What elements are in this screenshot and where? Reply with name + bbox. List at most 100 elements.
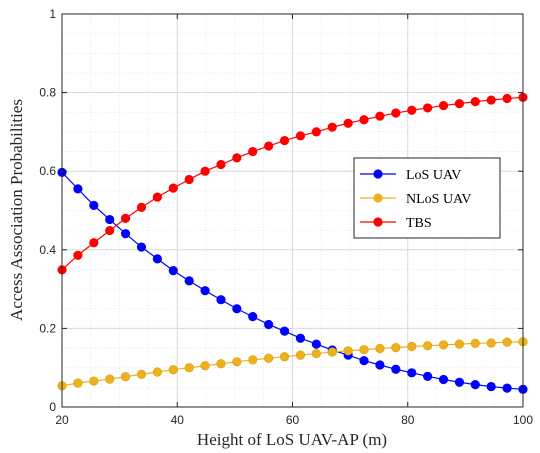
data-point-nlos-uav xyxy=(343,346,353,356)
data-point-nlos-uav xyxy=(89,376,99,386)
legend-swatch-marker xyxy=(373,217,383,227)
series-tbs xyxy=(57,92,528,275)
data-point-los-uav xyxy=(200,286,210,296)
data-point-nlos-uav xyxy=(391,343,401,353)
data-point-los-uav xyxy=(264,319,274,330)
data-point-tbs xyxy=(486,95,496,105)
y-ticks: 0 0.2 0.4 0.6 0.8 1 xyxy=(39,7,523,414)
data-point-tbs xyxy=(89,238,99,248)
y-tick-label: 1 xyxy=(49,7,56,21)
data-point-tbs xyxy=(327,122,337,132)
data-point-tbs xyxy=(136,202,147,212)
data-point-los-uav xyxy=(359,356,369,366)
data-point-nlos-uav xyxy=(248,355,258,365)
data-point-tbs xyxy=(407,105,417,115)
data-point-tbs xyxy=(279,135,290,146)
legend-swatch-marker xyxy=(373,193,383,203)
x-tick-label: 80 xyxy=(401,413,415,427)
data-point-los-uav xyxy=(120,229,131,239)
data-point-nlos-uav xyxy=(232,357,242,367)
data-point-tbs xyxy=(502,93,512,104)
data-point-tbs xyxy=(438,100,449,111)
data-point-los-uav xyxy=(502,383,512,393)
legend-label: LoS UAV xyxy=(406,168,461,183)
x-ticks: 20 40 60 80 100 xyxy=(55,14,533,427)
data-point-tbs xyxy=(168,183,178,193)
x-tick-label: 100 xyxy=(513,413,533,427)
data-point-nlos-uav xyxy=(423,341,433,351)
data-point-nlos-uav xyxy=(359,345,369,355)
data-point-nlos-uav xyxy=(454,339,465,349)
data-point-los-uav xyxy=(375,360,385,370)
series-layer xyxy=(57,92,528,394)
data-point-tbs xyxy=(184,174,194,185)
data-point-los-uav xyxy=(407,368,417,378)
data-point-tbs xyxy=(470,97,480,107)
legend: LoS UAV NLoS UAV TBS xyxy=(353,157,501,239)
data-point-tbs xyxy=(200,166,210,176)
y-tick-label: 0.2 xyxy=(39,321,56,335)
data-point-tbs xyxy=(232,153,242,163)
series-nlos-uav xyxy=(57,337,528,391)
y-tick-label: 0.8 xyxy=(39,86,56,100)
y-tick-label: 0 xyxy=(49,400,56,414)
data-point-nlos-uav xyxy=(168,365,178,375)
data-point-nlos-uav xyxy=(295,350,306,360)
data-point-tbs xyxy=(454,99,465,109)
data-point-nlos-uav xyxy=(152,367,162,377)
legend-swatch-marker xyxy=(373,169,383,179)
data-point-nlos-uav xyxy=(184,363,194,373)
x-axis-label: Height of LoS UAV-AP (m) xyxy=(197,430,387,449)
data-point-los-uav xyxy=(438,374,449,385)
data-point-los-uav xyxy=(248,312,258,322)
data-point-los-uav xyxy=(391,364,401,374)
data-point-nlos-uav xyxy=(73,378,83,388)
data-point-los-uav xyxy=(216,295,226,305)
data-point-tbs xyxy=(120,213,131,223)
data-point-los-uav xyxy=(279,326,290,336)
data-point-los-uav xyxy=(232,304,242,314)
data-point-nlos-uav xyxy=(470,338,480,348)
data-point-tbs xyxy=(423,103,433,113)
y-axis-label: Access Association Probabilities xyxy=(7,99,26,321)
data-point-nlos-uav xyxy=(375,343,385,354)
data-point-los-uav xyxy=(168,266,178,276)
data-point-nlos-uav xyxy=(327,347,337,357)
legend-label: NLoS UAV xyxy=(406,192,471,207)
data-point-tbs xyxy=(264,141,274,151)
data-point-nlos-uav xyxy=(264,353,274,363)
data-point-los-uav xyxy=(486,381,496,392)
data-point-los-uav xyxy=(184,276,194,286)
data-point-tbs xyxy=(105,225,115,236)
data-point-tbs xyxy=(343,118,353,128)
data-point-tbs xyxy=(295,131,306,141)
legend-label: TBS xyxy=(406,216,432,231)
series-los-uav xyxy=(57,167,528,394)
data-point-tbs xyxy=(248,146,258,157)
y-tick-label: 0.4 xyxy=(39,243,56,257)
data-point-los-uav xyxy=(136,242,147,252)
data-point-tbs xyxy=(311,127,321,137)
data-point-nlos-uav xyxy=(311,348,321,359)
x-tick-label: 60 xyxy=(286,413,300,427)
x-tick-label: 40 xyxy=(171,413,185,427)
data-point-nlos-uav xyxy=(200,361,210,371)
data-point-nlos-uav xyxy=(438,340,449,350)
data-point-los-uav xyxy=(454,377,465,387)
y-tick-label: 0.6 xyxy=(39,164,56,178)
data-point-tbs xyxy=(152,192,162,202)
data-point-nlos-uav xyxy=(486,338,496,348)
data-point-los-uav xyxy=(295,333,306,343)
data-point-los-uav xyxy=(89,200,99,210)
data-point-los-uav xyxy=(470,379,480,390)
data-point-tbs xyxy=(73,250,83,260)
data-point-nlos-uav xyxy=(279,352,290,362)
data-point-nlos-uav xyxy=(120,372,131,382)
data-point-nlos-uav xyxy=(407,341,417,352)
data-point-tbs xyxy=(359,115,369,125)
data-point-nlos-uav xyxy=(502,337,512,347)
data-point-los-uav xyxy=(105,214,115,225)
data-point-tbs xyxy=(375,111,385,121)
data-point-nlos-uav xyxy=(136,369,147,379)
